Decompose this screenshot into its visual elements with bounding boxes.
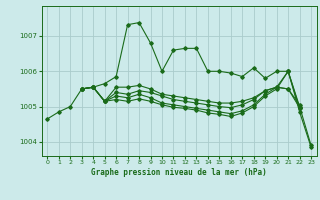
X-axis label: Graphe pression niveau de la mer (hPa): Graphe pression niveau de la mer (hPa)	[91, 168, 267, 177]
